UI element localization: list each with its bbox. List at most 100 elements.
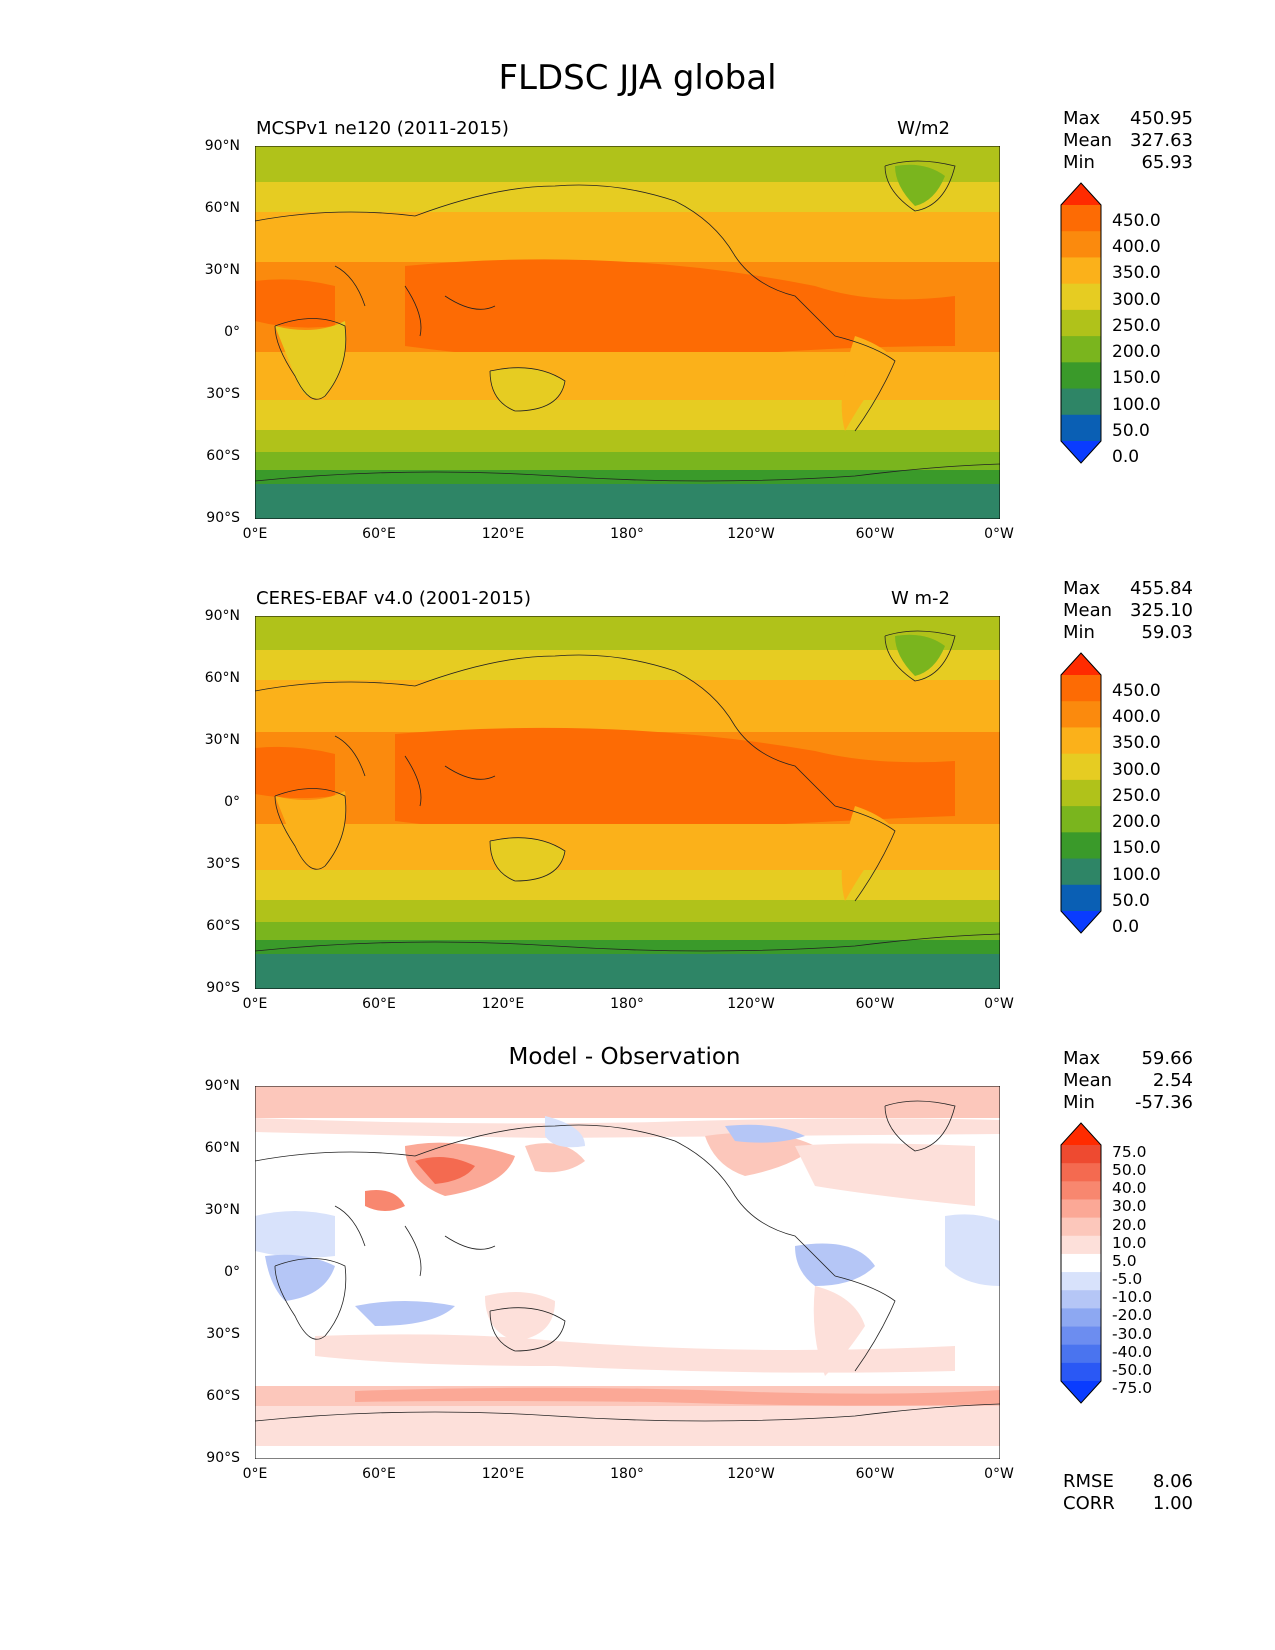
colorbar-swatch [1061,779,1101,807]
lon-tick: 0°W [984,1466,1014,1482]
colorbar-tick-label: -5.0 [1112,1270,1143,1289]
rmse-label: RMSE [1063,1471,1114,1492]
colorbar-tick-label: -30.0 [1112,1324,1153,1343]
corr-value: 1.00 [1152,1493,1193,1514]
colorbar-tick-label: 40.0 [1112,1179,1147,1198]
colorbar-swatch [1061,675,1101,702]
colorbar-tick-label: 450.0 [1112,681,1161,701]
panel-stats: Max 455.84 Mean 325.10 Min 59.03 [1063,578,1193,644]
colorbar-swatch [1061,283,1101,311]
lon-tick: 120°W [727,996,775,1012]
stat-label: Mean [1063,600,1113,621]
colorbar-tick-label: 350.0 [1112,263,1161,284]
colorbar-tick-label: 100.0 [1112,864,1161,885]
colorbar-swatch [1061,806,1101,833]
colorbar-tick-label: -40.0 [1112,1342,1153,1361]
colorbar-tick-label: 20.0 [1112,1215,1147,1234]
colorbar: 450.0 400.0 350.0 300.0 250.0 200.0 150.0 100.0… [1060,651,1220,951]
colorbar-swatch [1061,1123,1101,1145]
colorbar-tick-label: 50.0 [1112,1161,1147,1180]
lat-tick: 90°S [206,510,240,526]
stat-max: 59.66 [1141,1048,1193,1069]
lat-tick: 90°N [204,608,240,624]
stat-min: -57.36 [1134,1092,1193,1113]
colorbar-swatch [1061,231,1101,258]
colorbar-tick-label: 100.0 [1112,394,1161,415]
colorbar-tick-label: 30.0 [1112,1197,1147,1216]
lon-tick: 120°E [481,526,525,542]
colorbar-tick-label: 75.0 [1112,1143,1147,1161]
lat-tick: 90°S [206,1450,240,1466]
lon-tick: 180° [610,526,644,542]
stat-max: 450.95 [1130,108,1193,129]
lon-tick: 120°E [481,1466,525,1482]
stat-label: Max [1063,108,1101,129]
stat-mean: 2.54 [1152,1070,1193,1091]
colorbar-tick-label: 200.0 [1112,342,1161,363]
lon-tick: 180° [610,996,644,1012]
lat-tick: 30°S [206,856,240,872]
lat-tick: 60°S [206,918,240,934]
colorbar-swatch [1061,1253,1101,1273]
colorbar-swatch [1061,1272,1101,1291]
colorbar-swatch [1061,1199,1101,1219]
panel-title: Model - Observation [508,1044,741,1070]
colorbar-swatch [1061,257,1101,285]
lon-tick: 60°E [362,526,396,542]
lat-tick: 0° [224,324,240,340]
colorbar-swatch [1061,336,1101,363]
stat-mean: 327.63 [1130,130,1193,151]
corr-label: CORR [1063,1493,1115,1514]
colorbar-swatch [1061,1163,1101,1182]
map-observation [255,616,1000,989]
lon-tick: 60°W [855,996,895,1012]
stat-min: 59.03 [1141,622,1193,643]
panel-observation: CERES-EBAF v4.0 (2001-2015) W m-2 [0,578,1275,1028]
rmse-value: 8.06 [1152,1471,1193,1492]
panel-title: MCSPv1 ne120 (2011-2015) [256,118,509,139]
colorbar-swatch [1061,701,1101,728]
colorbar-swatch [1061,911,1101,933]
stat-mean: 325.10 [1130,600,1193,621]
lat-tick: 30°S [206,386,240,402]
lat-tick: 30°N [204,1202,240,1218]
colorbar-tick-label: 350.0 [1112,733,1161,754]
lat-tick: 0° [224,794,240,810]
lat-tick: 30°S [206,1326,240,1342]
panel-units: W/m2 [897,118,950,139]
lon-tick: 0°W [984,996,1014,1012]
colorbar-tick-label: -50.0 [1112,1360,1153,1379]
colorbar-swatch [1061,441,1101,463]
lon-tick: 120°W [727,526,775,542]
colorbar-tick-label: 150.0 [1112,838,1161,859]
colorbar-tick-label: 5.0 [1112,1251,1137,1270]
colorbar-swatch [1061,1381,1101,1403]
colorbar-swatch [1061,1326,1101,1346]
lon-tick: 60°E [362,996,396,1012]
colorbar-tick-label: 300.0 [1112,289,1161,310]
colorbar-swatch [1061,753,1101,781]
map-svg [255,616,1000,989]
colorbar-swatch [1061,1308,1101,1328]
colorbar-swatch [1061,653,1101,675]
map-model [255,146,1000,519]
colorbar-swatch [1061,1145,1101,1164]
stat-max: 455.84 [1130,578,1193,599]
colorbar: 450.0 400.0 350.0 300.0 250.0 200.0 150.0 100.0… [1060,181,1220,481]
colorbar-tick-label: -20.0 [1112,1306,1153,1325]
map-svg [255,1086,1000,1459]
colorbar-outline [1060,652,1102,934]
lon-tick: 0°E [242,526,268,542]
colorbar-swatch [1061,1235,1101,1255]
figure-title: FLDSC JJA global [498,58,777,98]
colorbar-tick-label: 150.0 [1112,368,1161,389]
lat-tick: 90°N [204,1078,240,1094]
colorbar-tick-label: 450.0 [1112,211,1161,231]
colorbar-tick-label: 200.0 [1112,812,1161,833]
colorbar-tick-label: 0.0 [1112,917,1140,937]
colorbar-swatch [1061,309,1101,337]
colorbar-swatch [1061,1217,1101,1237]
panel-stats: Max 450.95 Mean 327.63 Min 65.93 [1063,108,1193,174]
colorbar-svg [1060,652,1102,934]
colorbar-tick-label: 300.0 [1112,759,1161,780]
